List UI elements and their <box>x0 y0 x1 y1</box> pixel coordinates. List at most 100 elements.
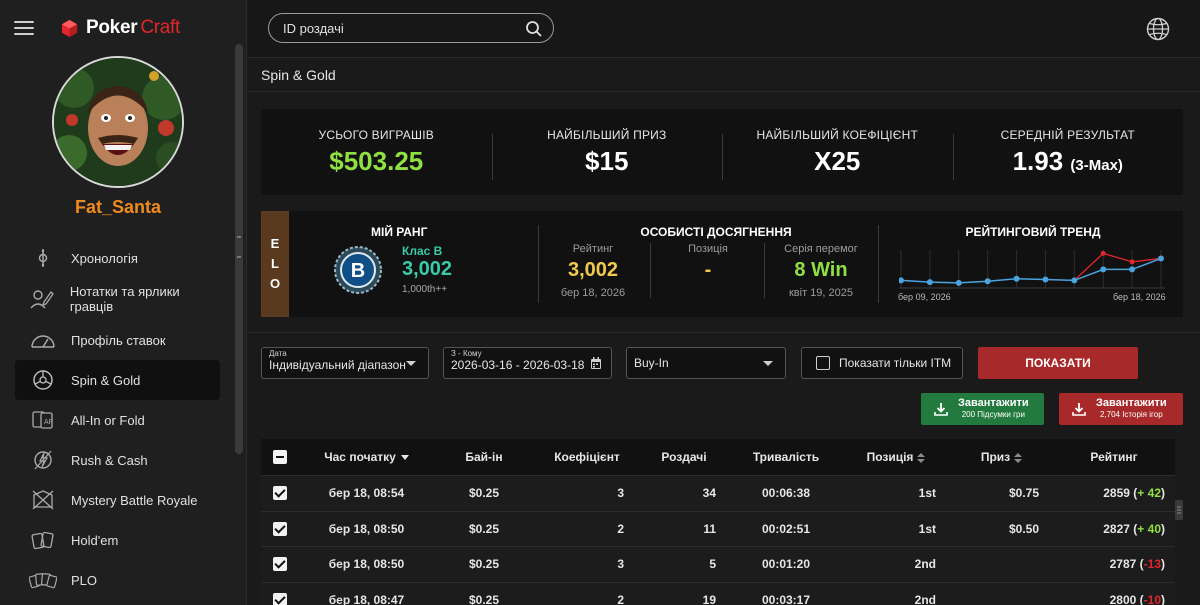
sidebar-nav: Хронологія Нотатки та ярлики гравців Про… <box>15 238 220 600</box>
achievement-label: Позиція <box>688 243 728 255</box>
chevron-down-icon <box>763 361 773 366</box>
cell-multiplier: 3 <box>617 486 624 501</box>
row-checkbox[interactable] <box>261 592 299 605</box>
stat-value-main: 1.93 <box>1012 145 1064 176</box>
row-checkbox[interactable] <box>261 557 299 572</box>
cell-multiplier: 2 <box>617 592 624 605</box>
table-row[interactable]: бер 18, 08:50 $0.25 2 11 00:02:51 1st $0… <box>261 510 1175 546</box>
avatar[interactable] <box>52 56 184 188</box>
chevron-down-icon <box>406 361 416 366</box>
row-checkbox[interactable] <box>261 521 299 536</box>
trend-point <box>1013 275 1020 282</box>
cell-duration: 00:02:51 <box>761 521 811 536</box>
sidebar-item-label: Профіль ставок <box>71 332 166 348</box>
buyin-dropdown[interactable]: Buy-In <box>626 347 786 379</box>
stat-label: СЕРЕДНІЙ РЕЗУЛЬТАТ <box>1000 127 1135 142</box>
row-checkbox[interactable] <box>261 486 299 501</box>
show-itm-only-checkbox[interactable]: Показати тільки ITM <box>801 347 963 379</box>
table-row[interactable]: бер 18, 08:47 $0.25 2 19 00:03:17 2nd 28… <box>261 581 1175 605</box>
sidebar-item-mystery-battle-royale[interactable]: Mystery Battle Royale <box>15 480 220 520</box>
hand-id-search-input[interactable] <box>283 20 513 36</box>
achievement-win-streak: Серія перемог 8 Win квіт 19, 2025 <box>766 243 876 299</box>
hamburger-menu-icon[interactable] <box>14 21 34 35</box>
sidebar-item-notes[interactable]: Нотатки та ярлики гравців <box>15 278 220 320</box>
cell-buyin: $0.25 <box>468 521 500 536</box>
table-scroll-handle[interactable] <box>1175 500 1183 520</box>
table-header: Час початку Бай-ін Коефіцієнт Роздачі Тр… <box>261 439 1175 475</box>
cell-buyin: $0.25 <box>468 592 500 605</box>
achievement-date: квіт 19, 2025 <box>788 287 853 299</box>
sidebar-item-betting-profile[interactable]: Профіль ставок <box>15 320 220 360</box>
download-summaries-button[interactable]: Завантажити 200 Підсумки гри <box>921 393 1044 425</box>
table-row[interactable]: бер 18, 08:54 $0.25 3 34 00:06:38 1st $0… <box>261 475 1175 511</box>
cell-start-time: бер 18, 08:47 <box>328 592 405 605</box>
checkbox-checked-icon[interactable] <box>273 521 287 536</box>
sidebar-item-label: Rush & Cash <box>71 452 148 468</box>
download-label: Завантажити <box>958 397 1029 409</box>
username[interactable]: Fat_Santa <box>74 197 162 217</box>
column-position[interactable]: Позиція <box>844 450 948 464</box>
logo-text-poker: Poker <box>86 17 138 38</box>
calendar-icon[interactable] <box>590 357 602 370</box>
rating-trend-title: РЕЙТИНГОВИЙ ТРЕНД <box>965 225 1101 239</box>
search-box[interactable] <box>268 13 554 43</box>
stat-label: НАЙБІЛЬШИЙ КОЕФІЦІЄНТ <box>756 127 919 142</box>
globe-language-icon[interactable] <box>1146 17 1170 41</box>
achievement-value: 8 Win <box>794 259 848 281</box>
cell-position: 1st <box>918 521 936 536</box>
column-multiplier: Коефіцієнт <box>554 450 620 464</box>
spin-gold-icon <box>29 368 57 392</box>
sidebar-scrollbar-grip[interactable] <box>237 236 241 258</box>
sidebar-scrollbar[interactable] <box>235 44 243 454</box>
date-filter-dropdown[interactable]: Дата Індивідуальний діапазон <box>261 347 429 379</box>
sidebar-item-plo[interactable]: PLO <box>15 560 220 600</box>
checkbox-unchecked-icon[interactable] <box>816 356 830 370</box>
elo-tab-letter: L <box>271 256 279 271</box>
table-row[interactable]: бер 18, 08:50 $0.25 3 5 00:01:20 2nd 278… <box>261 546 1175 582</box>
rating-delta: + 42 <box>1137 486 1161 501</box>
checkbox-indeterminate-icon[interactable] <box>273 450 287 464</box>
cell-start-time: бер 18, 08:50 <box>328 521 405 536</box>
stat-value: $15 <box>585 145 629 176</box>
sidebar-item-label: Hold'em <box>71 532 119 548</box>
sort-desc-icon[interactable] <box>400 455 409 461</box>
sidebar-item-allin-fold[interactable]: AF All-In or Fold <box>15 400 220 440</box>
download-label: Завантажити <box>1096 397 1167 409</box>
select-all-checkbox[interactable] <box>261 450 299 464</box>
stat-total-winnings: УСЬОГО ВИГРАШІВ $503.25 <box>261 128 492 177</box>
date-range-label: З - Кому <box>451 349 482 358</box>
checkbox-checked-icon[interactable] <box>273 486 287 501</box>
logo-text-craft: Craft <box>140 17 180 38</box>
trend-point <box>1071 277 1078 284</box>
cell-duration: 00:03:17 <box>761 592 811 605</box>
sidebar-item-rush-cash[interactable]: Rush & Cash <box>15 440 220 480</box>
pokercraft-logo[interactable]: Poker Craft <box>60 17 180 39</box>
trend-point-red <box>1100 250 1106 256</box>
my-rank-title: МІЙ РАНГ <box>371 225 428 239</box>
elo-tab-letter: E <box>270 236 280 251</box>
divider <box>248 332 1200 333</box>
show-button[interactable]: ПОКАЗАТИ <box>978 347 1138 379</box>
column-buyin: Бай-ін <box>465 450 503 464</box>
achievement-value: - <box>704 259 712 281</box>
sidebar-item-timeline[interactable]: Хронологія <box>15 238 220 278</box>
search-icon[interactable] <box>525 20 543 38</box>
download-history-button[interactable]: Завантажити 2,704 Історія ігор <box>1059 393 1183 425</box>
rating-trend-chart[interactable] <box>899 246 1165 298</box>
column-start-time[interactable]: Час початку <box>299 450 434 464</box>
sort-icon[interactable] <box>917 452 926 463</box>
checkbox-checked-icon[interactable] <box>273 557 287 572</box>
column-prize[interactable]: Приз <box>948 450 1055 464</box>
rating-delta: + 40 <box>1137 521 1161 536</box>
column-label: Час початку <box>324 450 396 464</box>
cell-buyin: $0.25 <box>468 486 500 501</box>
trend-point <box>1042 276 1049 283</box>
cell-hands: 5 <box>709 557 716 572</box>
checkbox-checked-icon[interactable] <box>273 592 287 605</box>
sidebar-item-spin-gold[interactable]: Spin & Gold <box>15 360 220 400</box>
sidebar-item-holdem[interactable]: Hold'em <box>15 520 220 560</box>
date-range-picker[interactable]: З - Кому 2026-03-16 - 2026-03-18 <box>443 347 612 379</box>
mystery-battle-icon <box>29 488 57 512</box>
achievement-rating: Рейтинг 3,002 бер 18, 2026 <box>554 243 632 299</box>
sort-icon[interactable] <box>1014 452 1023 463</box>
